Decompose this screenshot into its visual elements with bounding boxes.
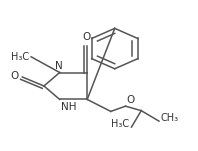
- Text: CH₃: CH₃: [161, 113, 179, 123]
- Text: N: N: [55, 61, 63, 71]
- Text: NH: NH: [61, 102, 76, 112]
- Text: O: O: [127, 95, 135, 105]
- Text: H₃C: H₃C: [111, 119, 129, 129]
- Text: O: O: [10, 71, 19, 81]
- Text: O: O: [82, 32, 90, 42]
- Text: H₃C: H₃C: [11, 52, 29, 62]
